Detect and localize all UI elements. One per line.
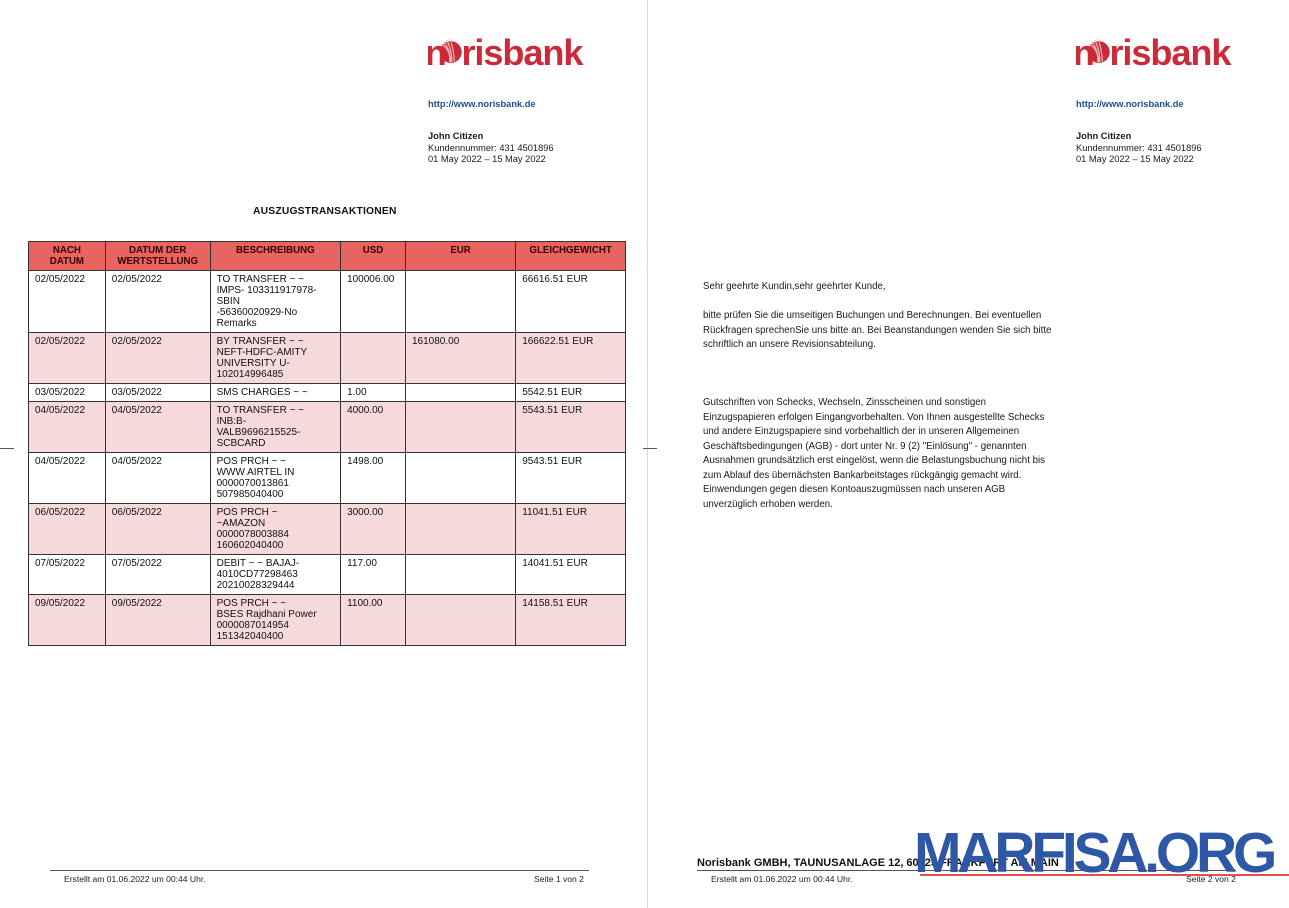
svg-text:risbank: risbank xyxy=(1109,32,1232,73)
svg-text:risbank: risbank xyxy=(461,32,584,73)
